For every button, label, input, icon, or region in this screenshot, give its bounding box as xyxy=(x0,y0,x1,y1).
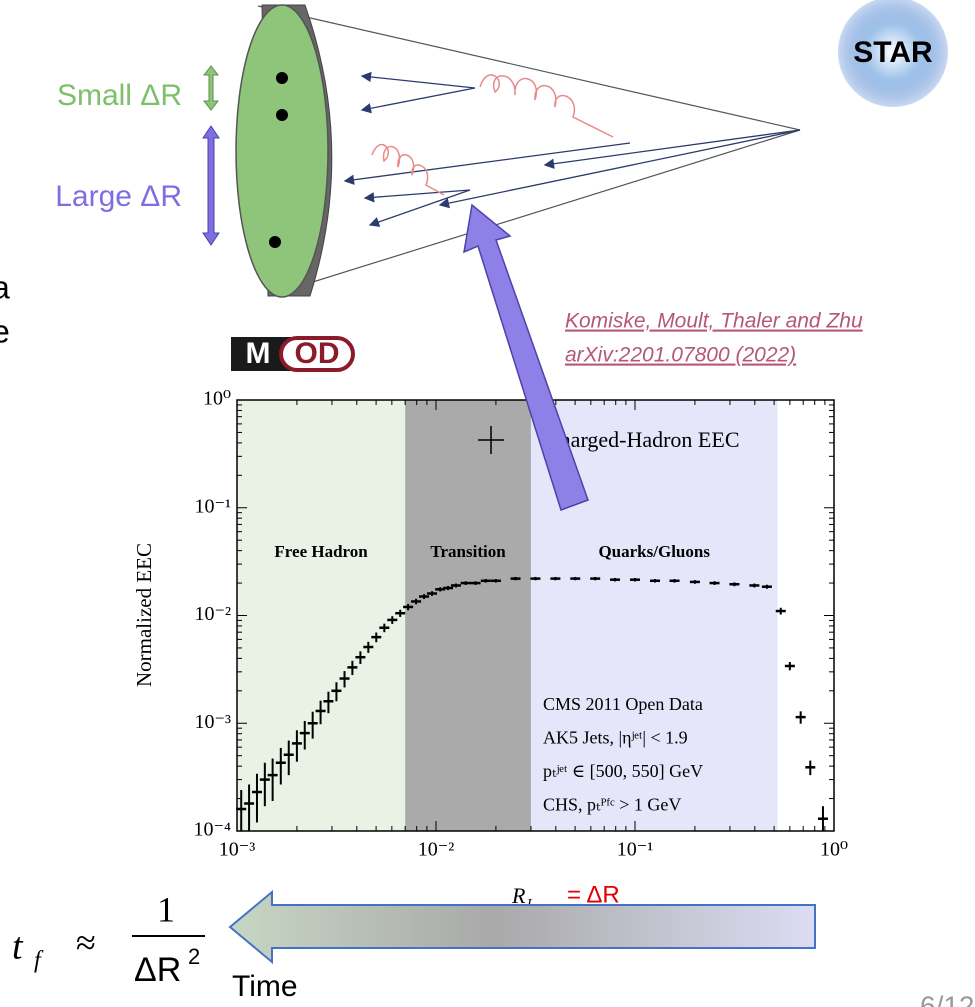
y-axis-label: Normalized EEC xyxy=(132,543,156,687)
formula-sub: f xyxy=(34,948,44,974)
y-tick-label: 10⁻¹ xyxy=(194,495,231,517)
clipped-text: e xyxy=(0,313,10,349)
region xyxy=(405,400,531,831)
region-label: Transition xyxy=(430,542,506,561)
region-label: Quarks/Gluons xyxy=(598,542,710,561)
logo-text: OD xyxy=(295,337,340,370)
x-tick-label: 10⁻¹ xyxy=(617,839,654,861)
x-tick-label: 10⁻² xyxy=(418,839,455,861)
mod-logo: M OD xyxy=(231,337,353,371)
y-tick-label: 10⁻⁴ xyxy=(193,819,231,841)
formula-power: 2 xyxy=(188,944,200,969)
legend-text: CMS 2011 Open Data xyxy=(543,694,703,714)
small-label: Small ΔR xyxy=(57,79,182,112)
logo-text: STAR xyxy=(853,36,933,69)
legend-text: CHS, pₜᴾᶠᶜ > 1 GeV xyxy=(543,795,681,815)
legend-text: AK5 Jets, |ηʲᵉᵗ| < 1.9 xyxy=(543,728,688,748)
y-tick-label: 10⁻² xyxy=(194,603,231,625)
region-label: Free Hadron xyxy=(274,542,368,561)
region xyxy=(237,400,405,831)
slide: Small ΔR Large ΔR a e STAR Komiske, Moul… xyxy=(0,0,975,1007)
chart-title: Charged-Hadron EEC xyxy=(545,427,740,452)
citation-link[interactable]: arXiv:2201.07800 (2022) xyxy=(565,344,796,367)
star-logo: STAR xyxy=(838,0,948,107)
clipped-text: a xyxy=(0,269,10,305)
y-tick-label: 10⁻³ xyxy=(194,711,231,733)
large-range-arrow xyxy=(203,126,219,245)
x-tick-label: 10⁰ xyxy=(820,839,848,861)
citation-link[interactable]: Komiske, Moult, Thaler and Zhu xyxy=(565,310,863,333)
arrow-label: Time xyxy=(232,970,298,1003)
y-tick-label: 10⁰ xyxy=(203,388,231,410)
logo-text: M xyxy=(246,337,271,370)
formula-numerator: 1 xyxy=(157,889,175,929)
x-tick-label: 10⁻³ xyxy=(219,839,256,861)
legend-text: pₜʲᵉᵗ ∈ [500, 550] GeV xyxy=(543,761,703,781)
page-number: 6/12 xyxy=(920,990,975,1007)
formula-t: t xyxy=(12,926,24,968)
formula-denominator: ΔR xyxy=(134,951,181,989)
large-label: Large ΔR xyxy=(55,180,182,213)
formula-approx: ≈ xyxy=(76,922,96,962)
cone-diagram xyxy=(236,5,800,297)
page: { "slide": { "small_label": "Small ΔR", … xyxy=(0,0,975,1007)
small-range-arrow xyxy=(204,66,218,110)
